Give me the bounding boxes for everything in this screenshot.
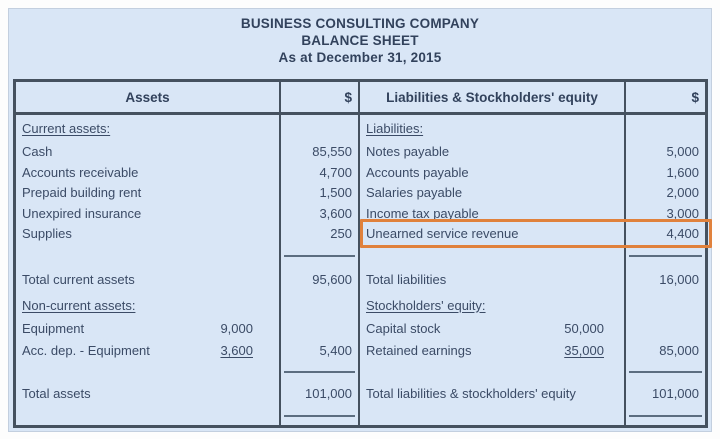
liabilities-closing-rule-cell [626, 406, 705, 425]
row-accounts-receivable-amount: 4,700 [281, 162, 360, 183]
row-unexpired-insurance-label: Unexpired insurance [16, 203, 281, 224]
section-heading-noncurrent-assets-label: Non-current assets: [22, 297, 136, 313]
spacer-cell [16, 363, 281, 381]
row-total-assets-label: Total assets [16, 381, 281, 406]
spacer-cell [360, 363, 626, 381]
spacer-cell [281, 115, 360, 141]
spacer-cell [360, 406, 626, 425]
row-total-assets-amount: 101,000 [281, 381, 360, 406]
row-acc-dep-equipment-label: Acc. dep. - Equipment [22, 343, 150, 358]
spacer-cell [281, 292, 360, 318]
row-notes-payable-amount: 5,000 [666, 144, 699, 159]
row-total-liabilities-equity-amount: 101,000 [652, 386, 699, 401]
row-unearned-service-revenue-amount: 4,400 [666, 226, 699, 242]
section-heading-liabilities-label: Liabilities: [366, 120, 424, 136]
closing-rule [629, 414, 702, 417]
row-total-liabilities-equity-label: Total liabilities & stockholders' equity [360, 381, 626, 406]
row-notes-payable-label: Notes payable [360, 141, 626, 162]
document-title: BUSINESS CONSULTING COMPANY BALANCE SHEE… [9, 15, 711, 66]
row-unexpired-insurance-amount: 3,600 [281, 203, 360, 224]
row-acc-dep-equipment-sub-amount: 3,600 [220, 343, 253, 358]
row-accounts-payable-label: Accounts payable [360, 162, 626, 183]
row-salaries-payable-label: Salaries payable [360, 182, 626, 203]
row-net-equipment-amount: 5,400 [281, 338, 360, 363]
liabilities-subtotal-rule-cell [626, 244, 705, 267]
section-heading-stockholders-equity: Stockholders' equity: [360, 292, 626, 318]
assets-closing-rule-cell [281, 406, 360, 425]
row-salaries-payable-amount: 2,000 [666, 185, 699, 201]
row-cash-label: Cash [16, 141, 281, 162]
closing-rule [284, 414, 355, 417]
assets-subtotal-rule-cell [281, 244, 360, 267]
balance-sheet-card: BUSINESS CONSULTING COMPANY BALANCE SHEE… [8, 8, 712, 432]
row-retained-earnings-sub-amount: 35,000 [564, 343, 604, 358]
highlight-box-unearned-service-revenue [360, 219, 712, 248]
row-retained-earnings-label: Retained earnings [366, 343, 472, 358]
liabilities-total-rule-cell [626, 363, 705, 381]
section-heading-noncurrent-assets: Non-current assets: [16, 292, 281, 318]
balance-sheet-table: Assets $ Liabilities & Stockholders' equ… [13, 79, 708, 428]
row-acc-dep-equipment: Acc. dep. - Equipment 3,600 [16, 338, 281, 363]
row-capital-stock: Capital stock 50,000 [360, 318, 626, 338]
column-header-liabilities-equity: Liabilities & Stockholders' equity [360, 82, 626, 115]
row-equipment-sub-amount: 9,000 [220, 320, 253, 336]
subtotal-rule [629, 254, 702, 257]
spacer-cell [360, 244, 626, 267]
spacer-cell [16, 406, 281, 425]
row-total-current-assets-amount: 95,600 [281, 267, 360, 292]
row-total-equity-amount: 85,000 [659, 343, 699, 358]
row-retained-earnings: Retained earnings 35,000 [360, 338, 626, 363]
row-capital-stock-sub-amount: 50,000 [564, 320, 604, 336]
total-rule [629, 371, 702, 373]
row-capital-stock-label: Capital stock [366, 320, 441, 336]
assets-total-rule-cell [281, 363, 360, 381]
statement-title: BALANCE SHEET [301, 33, 419, 48]
section-heading-stockholders-equity-label: Stockholders' equity: [366, 297, 486, 313]
spacer-cell [626, 292, 705, 318]
row-accounts-receivable-label: Accounts receivable [16, 162, 281, 183]
subtotal-rule [284, 254, 355, 257]
row-accounts-payable-amount: 1,600 [666, 164, 699, 180]
row-prepaid-building-rent-amount: 1,500 [281, 182, 360, 203]
row-supplies-label: Supplies [16, 223, 281, 244]
total-rule [284, 371, 355, 373]
column-header-assets: Assets [16, 82, 281, 115]
row-income-tax-payable-label: Income tax payable [360, 203, 626, 224]
spacer-cell [626, 318, 705, 338]
section-heading-current-assets-label: Current assets: [22, 120, 111, 136]
row-unearned-service-revenue-label: Unearned service revenue [360, 223, 626, 244]
row-equipment-label: Equipment [22, 320, 85, 336]
statement-date: As at December 31, 2015 [278, 50, 442, 65]
row-supplies-amount: 250 [281, 223, 360, 244]
column-header-liabilities-currency: $ [626, 82, 705, 115]
company-name: BUSINESS CONSULTING COMPANY [240, 16, 480, 31]
row-prepaid-building-rent-label: Prepaid building rent [16, 182, 281, 203]
spacer-cell [626, 115, 705, 141]
row-cash-amount: 85,550 [281, 141, 360, 162]
row-total-liabilities-label: Total liabilities [360, 267, 626, 292]
section-heading-current-assets: Current assets: [16, 115, 281, 141]
column-header-assets-currency: $ [281, 82, 360, 115]
spacer-cell [281, 318, 360, 338]
row-total-current-assets-label: Total current assets [16, 267, 281, 292]
row-equipment: Equipment 9,000 [16, 318, 281, 338]
section-heading-liabilities: Liabilities: [360, 115, 626, 141]
row-total-liabilities-amount: 16,000 [659, 272, 699, 287]
spacer-cell [16, 244, 281, 267]
row-income-tax-payable-amount: 3,000 [666, 205, 699, 221]
